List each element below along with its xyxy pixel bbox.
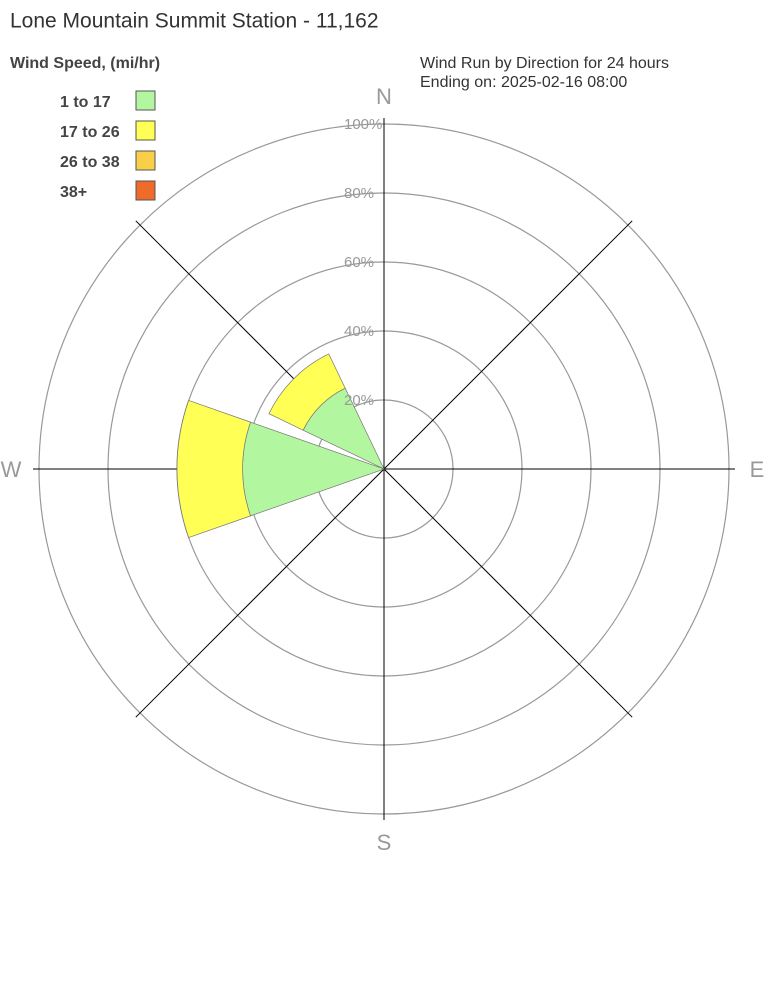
wedge (176, 399, 251, 539)
r-tick-label: 80% (344, 185, 374, 202)
r-tick-label: 100% (344, 116, 382, 133)
legend-swatch (135, 120, 156, 141)
direction-label: W (1, 457, 22, 482)
spoke (383, 468, 633, 718)
legend-swatch (135, 150, 156, 171)
r-tick-label: 60% (344, 254, 374, 271)
legend-title: Wind Speed, (mi/hr) (10, 55, 160, 72)
spoke (383, 220, 633, 470)
spoke (135, 468, 385, 718)
legend-swatch (135, 90, 156, 111)
legend-label: 17 to 26 (60, 124, 120, 141)
chart-title: Lone Mountain Summit Station - 11,162 (10, 10, 379, 33)
legend-label: 26 to 38 (60, 154, 120, 171)
direction-label: E (750, 457, 765, 482)
legend-label: 38+ (60, 184, 87, 201)
legend-label: 1 to 17 (60, 94, 111, 111)
r-tick-label: 20% (344, 392, 374, 409)
direction-label: S (377, 830, 392, 855)
r-tick-label: 40% (344, 323, 374, 340)
legend-swatch (135, 180, 156, 201)
wedge (268, 353, 346, 431)
subtitle: Wind Run by Direction for 24 hours (420, 55, 669, 72)
subtitle: Ending on: 2025-02-16 08:00 (420, 74, 627, 91)
direction-label: N (376, 84, 392, 109)
